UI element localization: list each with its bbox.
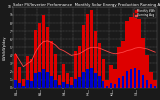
- Bar: [30, 59, 33, 88]
- Bar: [18, 83, 21, 88]
- Bar: [30, 81, 33, 88]
- Y-axis label: kWh/kWp/day: kWh/kWp/day: [3, 35, 7, 60]
- Bar: [97, 43, 101, 88]
- Bar: [93, 31, 97, 88]
- Bar: [150, 84, 152, 88]
- Bar: [126, 71, 128, 88]
- Bar: [74, 51, 77, 88]
- Bar: [105, 80, 109, 88]
- Bar: [82, 25, 85, 88]
- Bar: [146, 80, 148, 88]
- Bar: [42, 15, 45, 88]
- Bar: [94, 73, 96, 88]
- Bar: [70, 85, 72, 88]
- Bar: [130, 69, 132, 88]
- Bar: [46, 27, 49, 88]
- Bar: [26, 56, 29, 88]
- Bar: [129, 17, 133, 88]
- Bar: [66, 84, 68, 88]
- Bar: [34, 73, 37, 88]
- Bar: [145, 55, 149, 88]
- Bar: [50, 76, 53, 88]
- Bar: [125, 21, 129, 88]
- Bar: [90, 68, 92, 88]
- Bar: [118, 78, 120, 88]
- Bar: [62, 82, 64, 88]
- Bar: [34, 30, 37, 88]
- Bar: [54, 80, 57, 88]
- Bar: [18, 67, 21, 88]
- Bar: [122, 76, 124, 88]
- Bar: [38, 23, 41, 88]
- Bar: [58, 75, 61, 88]
- Bar: [142, 75, 144, 88]
- Bar: [134, 68, 136, 88]
- Bar: [42, 69, 45, 88]
- Bar: [153, 80, 157, 88]
- Bar: [86, 14, 89, 88]
- Bar: [90, 10, 93, 88]
- Bar: [14, 54, 17, 88]
- Bar: [98, 76, 100, 88]
- Bar: [26, 80, 29, 88]
- Bar: [82, 72, 84, 88]
- Bar: [121, 41, 125, 88]
- Legend: Monthly kWh, Running Avg: Monthly kWh, Running Avg: [134, 8, 156, 18]
- Bar: [149, 72, 153, 88]
- Bar: [141, 38, 145, 88]
- Bar: [78, 77, 80, 88]
- Text: Solar PV/Inverter Performance  Monthly Solar Energy Production Running Average: Solar PV/Inverter Performance Monthly So…: [13, 3, 160, 7]
- Bar: [70, 77, 73, 88]
- Bar: [66, 73, 69, 88]
- Bar: [38, 72, 41, 88]
- Bar: [46, 72, 49, 88]
- Bar: [102, 81, 104, 88]
- Bar: [138, 70, 140, 88]
- Bar: [86, 69, 88, 88]
- Bar: [117, 47, 121, 88]
- Bar: [54, 54, 57, 88]
- Bar: [113, 69, 117, 88]
- Bar: [58, 84, 61, 88]
- Bar: [114, 84, 116, 88]
- Bar: [22, 79, 25, 88]
- Bar: [50, 41, 53, 88]
- Bar: [109, 65, 113, 88]
- Bar: [106, 86, 108, 88]
- Bar: [62, 64, 65, 88]
- Bar: [110, 83, 112, 88]
- Bar: [133, 12, 137, 88]
- Bar: [14, 80, 17, 88]
- Bar: [154, 86, 156, 88]
- Bar: [137, 19, 141, 88]
- Bar: [78, 46, 81, 88]
- Bar: [74, 79, 76, 88]
- Bar: [101, 59, 105, 88]
- Bar: [22, 86, 25, 88]
